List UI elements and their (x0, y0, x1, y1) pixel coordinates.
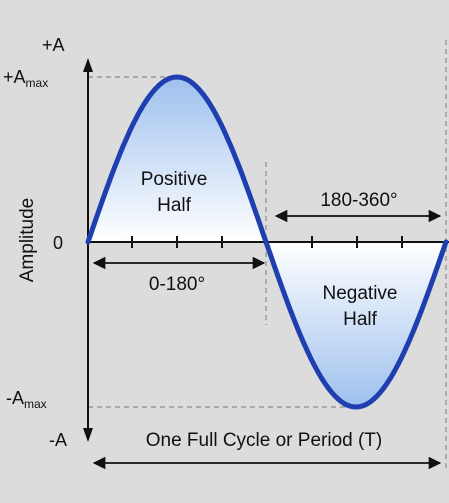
positive-half-fill (88, 77, 266, 242)
second-half-range-label: 180-360° (320, 190, 397, 211)
first-half-range-label: 0-180° (149, 274, 205, 295)
sine-curve (85, 74, 449, 410)
positive-half-label: Positive Half (141, 169, 208, 216)
y-bottom-label: -A (49, 430, 67, 450)
zero-label: 0 (53, 233, 63, 253)
negative-half-fill (266, 242, 446, 407)
negative-half-label: Negative Half (323, 283, 398, 330)
y-top-label: +A (42, 35, 65, 55)
amax-positive-label: +Amax (3, 67, 48, 90)
y-axis-title: Amplitude (17, 198, 38, 283)
period-label: One Full Cycle or Period (T) (146, 430, 383, 451)
y-axis-arrow-top (83, 58, 93, 72)
amax-negative-label: -Amax (6, 388, 47, 411)
x-axis-ticks (131, 236, 403, 248)
y-axis-arrow-bottom (83, 428, 93, 442)
